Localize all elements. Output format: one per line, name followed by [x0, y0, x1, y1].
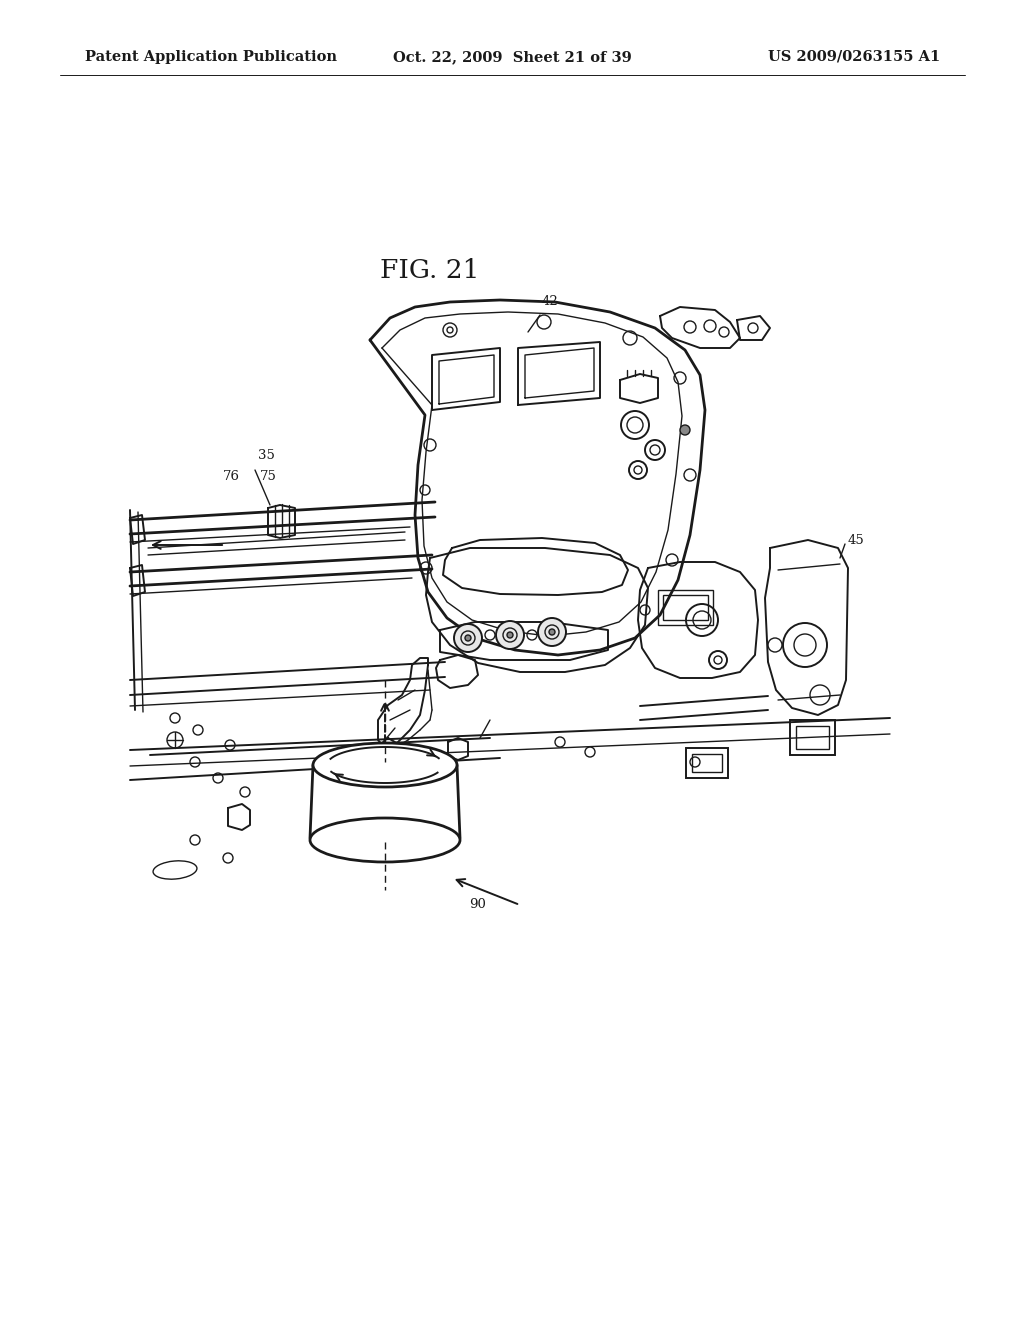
Text: 35: 35 [258, 449, 274, 462]
Bar [686, 748, 728, 777]
Text: 45: 45 [848, 533, 864, 546]
Ellipse shape [313, 743, 457, 787]
Circle shape [549, 630, 555, 635]
Text: US 2009/0263155 A1: US 2009/0263155 A1 [768, 50, 940, 63]
Text: 76: 76 [223, 470, 240, 483]
Text: 90: 90 [470, 898, 486, 911]
Circle shape [454, 624, 482, 652]
Circle shape [680, 425, 690, 436]
Circle shape [465, 635, 471, 642]
Bar [796, 726, 829, 748]
Bar [692, 754, 722, 772]
Bar [658, 590, 713, 624]
Ellipse shape [310, 818, 460, 862]
Text: FIG. 21: FIG. 21 [380, 257, 479, 282]
Text: 75: 75 [260, 470, 276, 483]
Circle shape [507, 632, 513, 638]
Text: Patent Application Publication: Patent Application Publication [85, 50, 337, 63]
Text: Oct. 22, 2009  Sheet 21 of 39: Oct. 22, 2009 Sheet 21 of 39 [392, 50, 632, 63]
Text: 42: 42 [542, 294, 558, 308]
Bar [663, 595, 708, 620]
Circle shape [496, 620, 524, 649]
Circle shape [538, 618, 566, 645]
Bar [790, 719, 835, 755]
